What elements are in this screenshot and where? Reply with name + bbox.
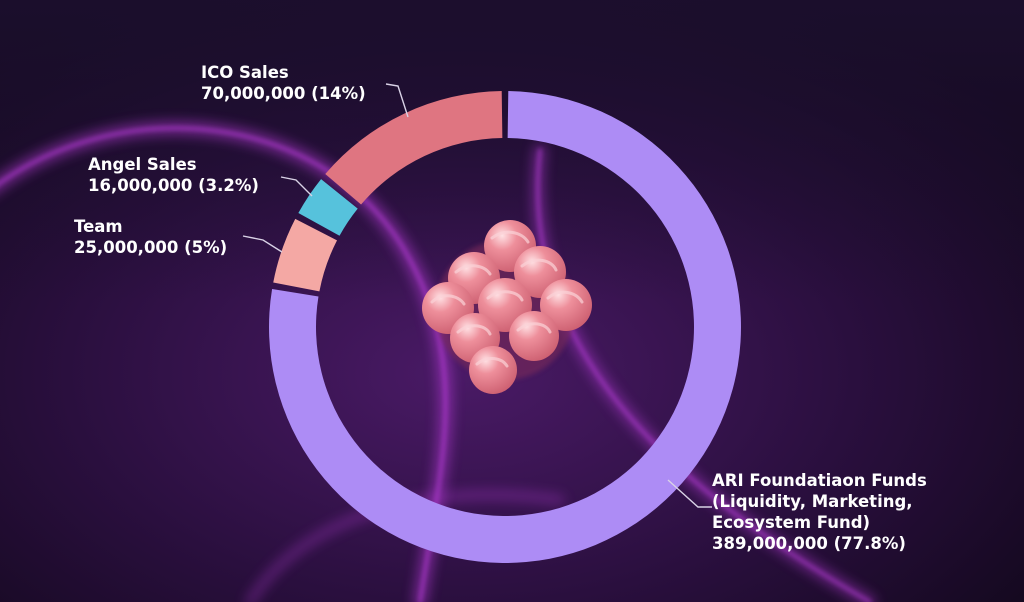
label-team-value: 25,000,000 (5%) <box>74 238 228 257</box>
ari-logo-icon <box>422 220 592 394</box>
leader-line-team <box>242 235 283 253</box>
slice-ico-sales <box>325 91 503 205</box>
label-ari-line1: ARI Foundatiaon Funds <box>712 471 927 490</box>
label-team-name: Team <box>74 217 123 236</box>
slice-team <box>273 218 338 292</box>
leader-line-angel <box>280 176 313 197</box>
label-ico-name: ICO Sales <box>201 63 289 82</box>
logo-orb <box>469 346 517 394</box>
logo-orb <box>540 279 592 331</box>
leader-lines <box>242 83 712 508</box>
label-ari-line3: Ecosystem Fund) <box>712 513 871 532</box>
label-ico-sales: ICO Sales 70,000,000 (14%) <box>201 62 366 104</box>
donut-slices <box>268 91 741 563</box>
label-ari-line2: (Liquidity, Marketing, <box>712 492 913 511</box>
label-ari-foundation: ARI Foundatiaon Funds (Liquidity, Market… <box>712 470 927 554</box>
label-team: Team 25,000,000 (5%) <box>74 216 227 258</box>
slice-angel-sales <box>298 179 358 236</box>
label-angel-value: 16,000,000 (3.2%) <box>88 176 259 195</box>
label-ari-value: 389,000,000 (77.8%) <box>712 534 906 553</box>
label-angel-name: Angel Sales <box>88 155 197 174</box>
leader-line-ari <box>667 479 712 508</box>
glow-streak-left-core <box>0 126 447 602</box>
glow-streaks <box>0 121 876 602</box>
logo-orb <box>509 311 559 361</box>
leader-line-ico <box>385 83 409 118</box>
label-ico-value: 70,000,000 (14%) <box>201 84 366 103</box>
glow-streak-right-core <box>536 148 872 602</box>
label-angel-sales: Angel Sales 16,000,000 (3.2%) <box>88 154 259 196</box>
